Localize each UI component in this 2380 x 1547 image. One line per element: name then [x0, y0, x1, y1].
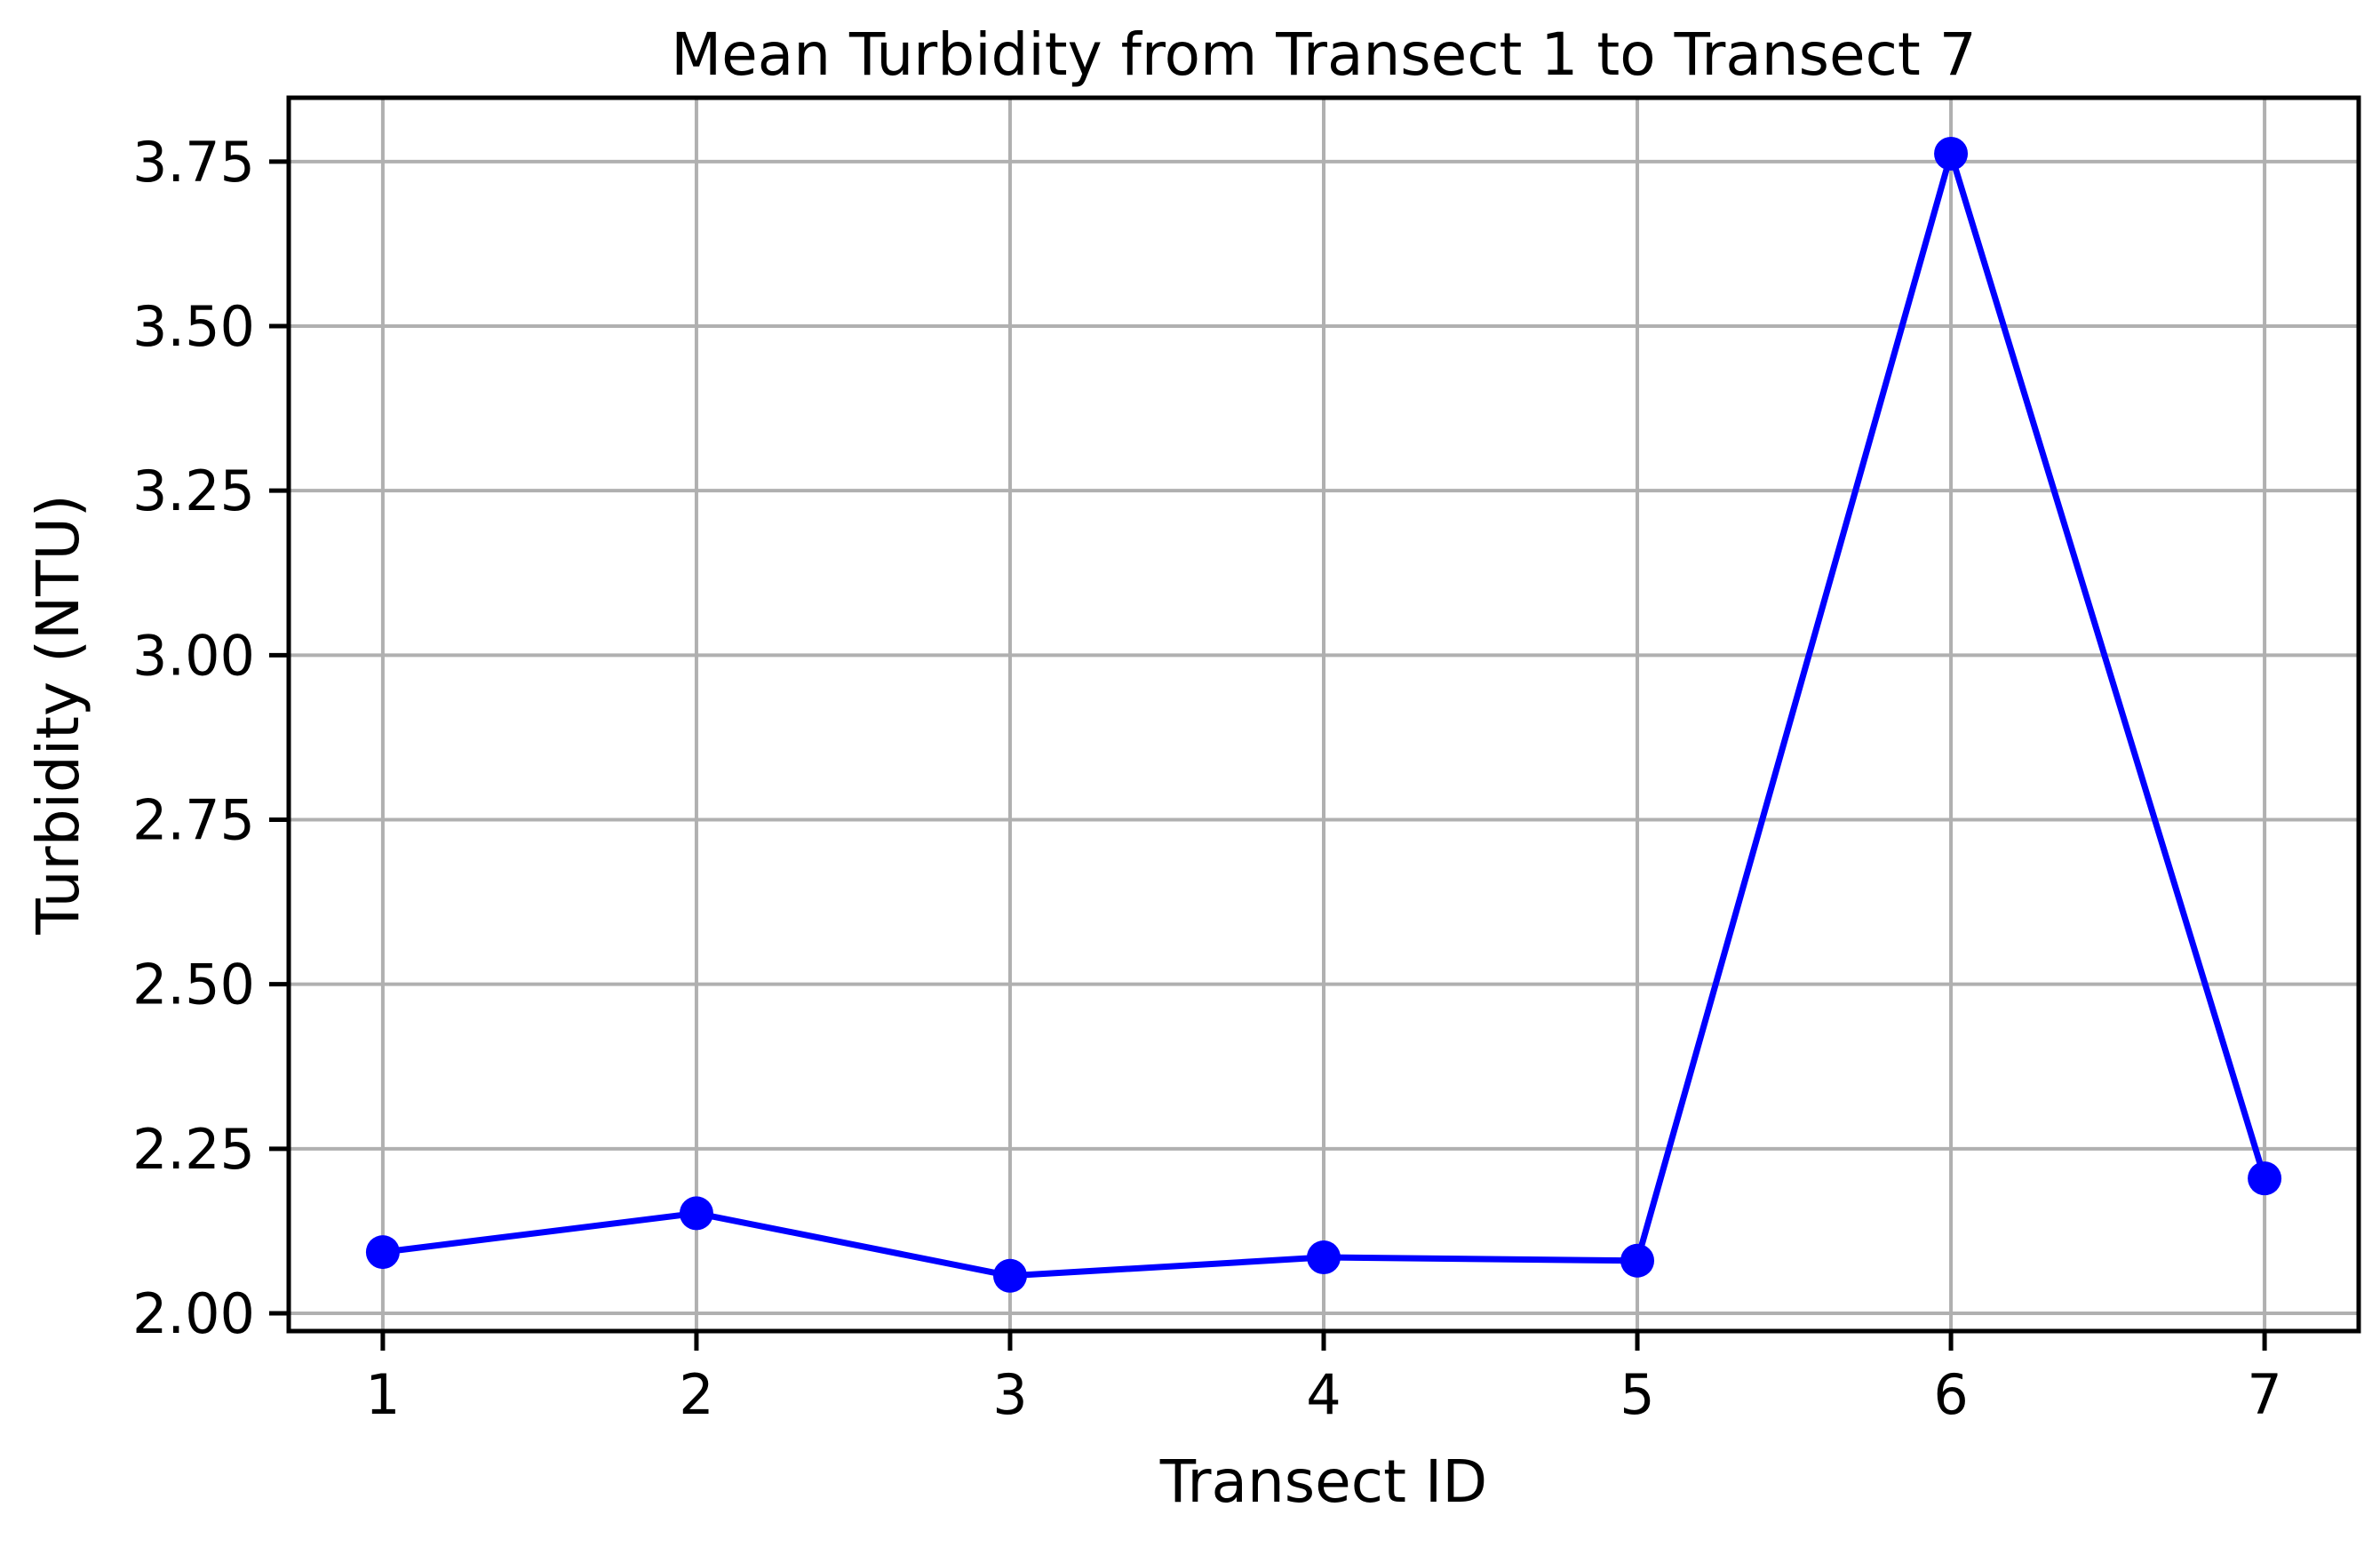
grid [289, 98, 2359, 1331]
x-tick-label: 7 [2247, 1362, 2281, 1427]
x-tick-label: 3 [992, 1362, 1027, 1427]
data-point [679, 1196, 713, 1231]
data-point [2248, 1161, 2282, 1196]
data-point [1620, 1243, 1655, 1278]
y-tick-label: 2.50 [132, 953, 255, 1017]
data-point [1307, 1240, 1341, 1275]
x-tick-label: 5 [1620, 1362, 1654, 1427]
y-tick-label: 3.00 [132, 623, 255, 688]
x-tick-label: 6 [1933, 1362, 1968, 1427]
y-tick-label: 3.75 [132, 130, 255, 195]
y-tick-label: 3.25 [132, 459, 255, 523]
x-tick-label: 4 [1306, 1362, 1341, 1427]
x-axis-label: Transect ID [1159, 1447, 1487, 1516]
series-turbidity [365, 136, 2282, 1293]
x-tick-label: 1 [365, 1362, 400, 1427]
data-point [992, 1258, 1027, 1293]
y-tick-label: 3.50 [132, 294, 255, 359]
y-tick-label: 2.25 [132, 1117, 255, 1182]
y-axis-label: Turbidity (NTU) [24, 494, 92, 935]
y-tick-label: 2.00 [132, 1281, 255, 1346]
axis-ticks: 1 2 3 4 5 6 7 2.00 2.25 2.50 2.75 3.00 3.25 3.50 3.75 [132, 130, 2282, 1427]
chart-title: Mean Turbidity from Transect 1 to Transe… [671, 20, 1977, 89]
data-point [365, 1235, 400, 1270]
data-point [1934, 136, 1969, 171]
y-tick-label: 2.75 [132, 788, 255, 853]
x-tick-label: 2 [679, 1362, 713, 1427]
